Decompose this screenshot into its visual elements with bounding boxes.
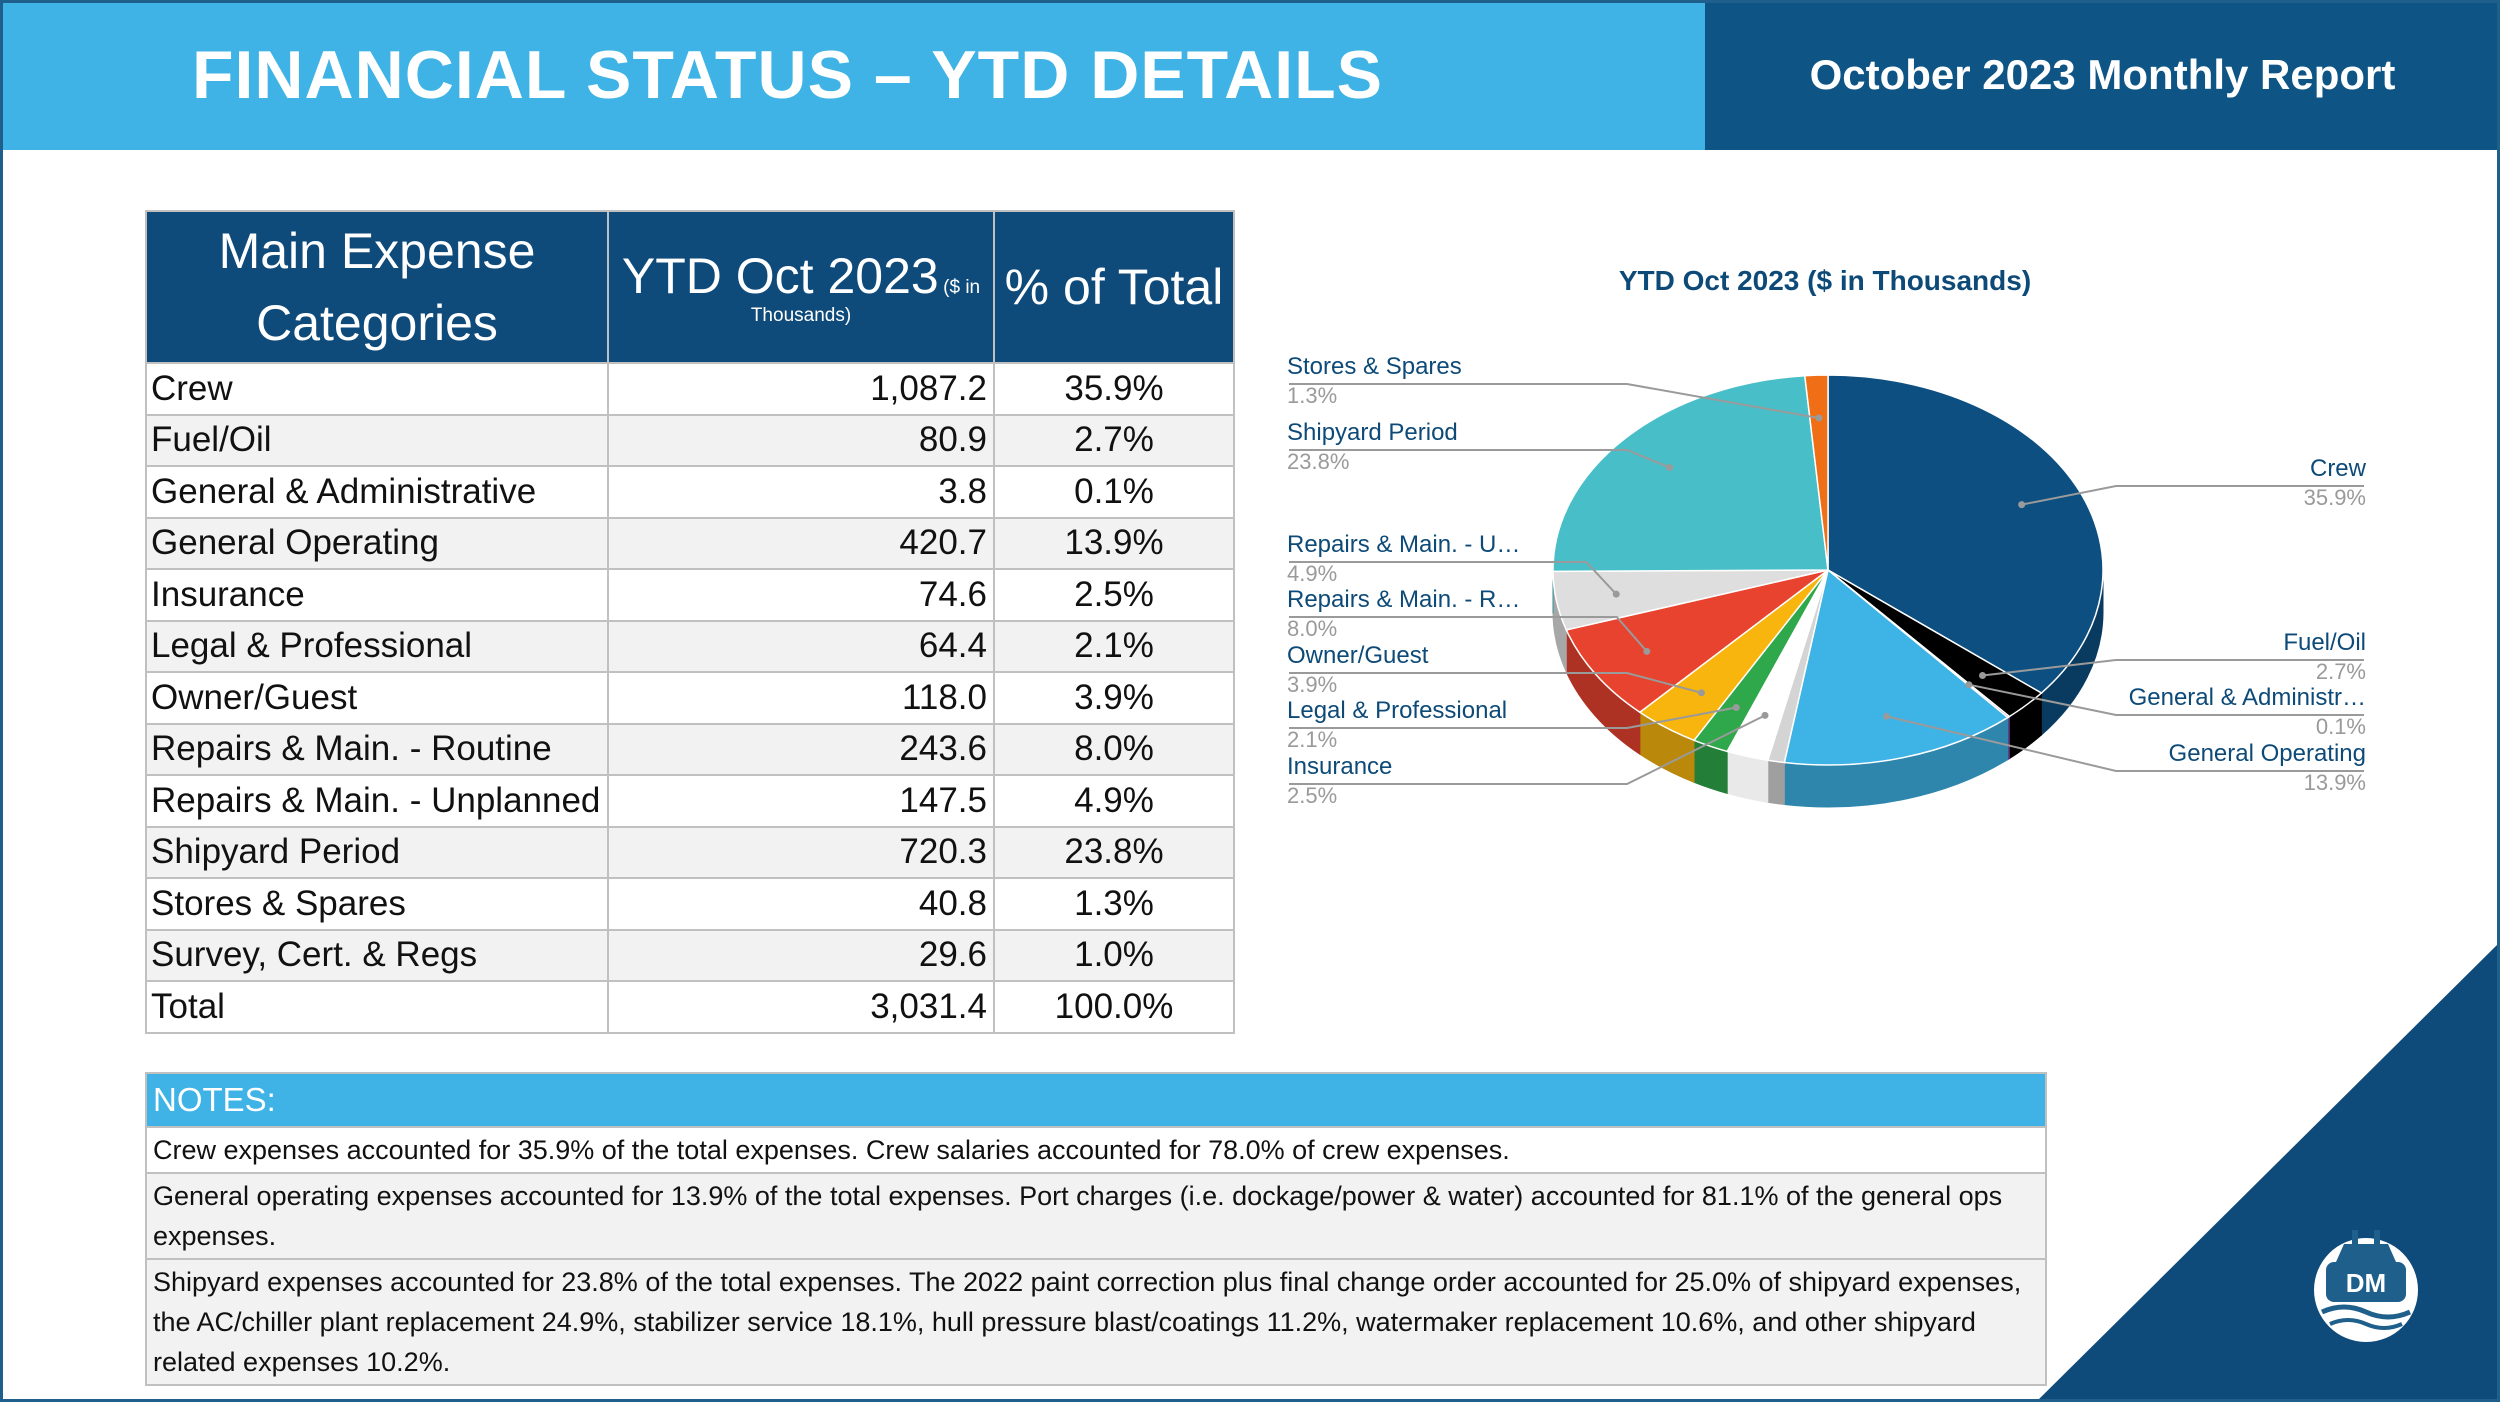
cell-pct: 100.0% [993, 980, 1235, 1034]
table-row: Repairs & Main. - Routine 243.6 8.0% [145, 722, 1235, 776]
note-item: General operating expenses accounted for… [147, 1174, 2045, 1260]
cell-category: Repairs & Main. - Unplanned [145, 774, 609, 828]
cell-category: Fuel/Oil [145, 413, 609, 467]
table-row: Stores & Spares 40.8 1.3% [145, 877, 1235, 931]
cell-pct: 4.9% [993, 774, 1235, 828]
table-row: Repairs & Main. - Unplanned 147.5 4.9% [145, 774, 1235, 828]
cell-category: Total [145, 980, 609, 1034]
cell-pct: 8.0% [993, 722, 1235, 776]
expense-table: Main Expense Categories YTD Oct 2023 ($ … [145, 210, 1235, 1034]
table-row: Owner/Guest 118.0 3.9% [145, 671, 1235, 725]
cell-pct: 2.1% [993, 619, 1235, 673]
table-row: General & Administrative 3.8 0.1% [145, 465, 1235, 519]
cell-pct: 2.7% [993, 413, 1235, 467]
cell-value: 118.0 [607, 671, 995, 725]
cell-category: Repairs & Main. - Routine [145, 722, 609, 776]
table-row: General Operating 420.7 13.9% [145, 516, 1235, 570]
dm-logo-icon: DM [2314, 1230, 2418, 1342]
cell-pct: 1.0% [993, 928, 1235, 982]
cell-value: 420.7 [607, 516, 995, 570]
notes-panel: NOTES: Crew expenses accounted for 35.9%… [145, 1072, 2047, 1386]
table-row: Legal & Professional 64.4 2.1% [145, 619, 1235, 673]
notes-header: NOTES: [147, 1074, 2045, 1128]
table-row: Shipyard Period 720.3 23.8% [145, 825, 1235, 879]
note-item: Shipyard expenses accounted for 23.8% of… [147, 1260, 2045, 1384]
cell-value: 3.8 [607, 465, 995, 519]
cell-value: 243.6 [607, 722, 995, 776]
cell-value: 40.8 [607, 877, 995, 931]
column-header-pct-label: % of Total [1004, 259, 1224, 315]
report-subtitle: October 2023 Monthly Report [1809, 51, 2396, 98]
table-body: Crew 1,087.2 35.9% Fuel/Oil 80.9 2.7% General … [145, 362, 1235, 1034]
cell-category: Crew [145, 362, 609, 416]
cell-value: 29.6 [607, 928, 995, 982]
table-header-row: Main Expense Categories YTD Oct 2023 ($ … [145, 210, 1235, 364]
header-title-bar: FINANCIAL STATUS – YTD DETAILS [0, 0, 1705, 150]
cell-pct: 23.8% [993, 825, 1235, 879]
cell-pct: 3.9% [993, 671, 1235, 725]
cell-category: General & Administrative [145, 465, 609, 519]
page-title: FINANCIAL STATUS – YTD DETAILS [191, 37, 1384, 113]
cell-category: Insurance [145, 568, 609, 622]
corner-triangle [2036, 942, 2500, 1402]
cell-pct: 35.9% [993, 362, 1235, 416]
column-header-ytd-note: ($ in Thousands) [750, 277, 981, 326]
table-row: Fuel/Oil 80.9 2.7% [145, 413, 1235, 467]
cell-category: Shipyard Period [145, 825, 609, 879]
column-header-pct: % of Total [993, 210, 1235, 364]
column-header-ytd: YTD Oct 2023 ($ in Thousands) [607, 210, 995, 364]
cell-category: Owner/Guest [145, 671, 609, 725]
table-row: Crew 1,087.2 35.9% [145, 362, 1235, 416]
cell-pct: 1.3% [993, 877, 1235, 931]
cell-value: 3,031.4 [607, 980, 995, 1034]
table-row: Insurance 74.6 2.5% [145, 568, 1235, 622]
cell-value: 64.4 [607, 619, 995, 673]
cell-value: 147.5 [607, 774, 995, 828]
cell-category: Survey, Cert. & Regs [145, 928, 609, 982]
note-item: Crew expenses accounted for 35.9% of the… [147, 1128, 2045, 1174]
cell-category: General Operating [145, 516, 609, 570]
column-header-ytd-label: YTD Oct 2023 [621, 248, 939, 304]
cell-pct: 0.1% [993, 465, 1235, 519]
cell-pct: 2.5% [993, 568, 1235, 622]
cell-category: Stores & Spares [145, 877, 609, 931]
column-header-category: Main Expense Categories [145, 210, 609, 364]
cell-value: 1,087.2 [607, 362, 995, 416]
cell-pct: 13.9% [993, 516, 1235, 570]
cell-value: 720.3 [607, 825, 995, 879]
table-total-row: Total 3,031.4 100.0% [145, 980, 1235, 1034]
cell-value: 74.6 [607, 568, 995, 622]
table-row: Survey, Cert. & Regs 29.6 1.0% [145, 928, 1235, 982]
column-header-category-label: Main Expense Categories [218, 223, 536, 351]
cell-category: Legal & Professional [145, 619, 609, 673]
logo-text: DM [2346, 1268, 2386, 1298]
header-report-bar: October 2023 Monthly Report [1705, 0, 2500, 150]
cell-value: 80.9 [607, 413, 995, 467]
